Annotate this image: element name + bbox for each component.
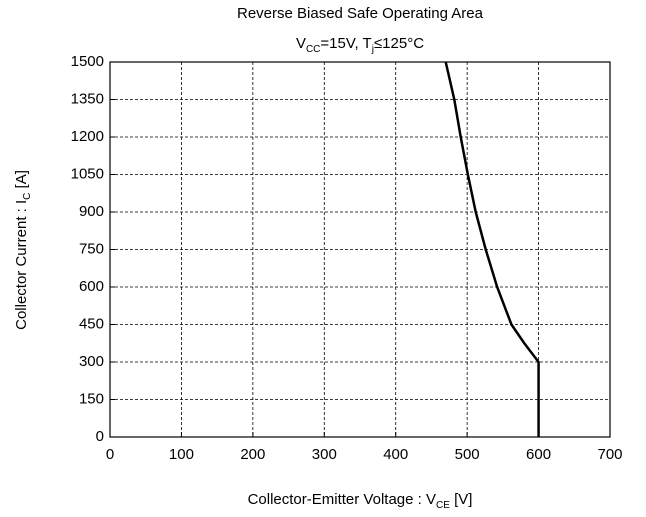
y-tick-label: 1350	[71, 90, 104, 107]
x-tick-label: 200	[240, 446, 265, 463]
x-tick-label: 400	[383, 446, 408, 463]
subtitle-sub: CC	[306, 44, 320, 55]
subtitle-sub: j	[371, 44, 374, 55]
subtitle-part: ≤125°C	[374, 35, 424, 52]
y-tick-label: 1500	[71, 53, 104, 70]
y-tick-label: 1200	[71, 128, 104, 145]
y-label-part: [A]	[13, 170, 30, 193]
y-tick-label: 0	[96, 428, 104, 445]
y-label-sub: C	[22, 193, 33, 200]
x-label-part: [V]	[450, 491, 473, 508]
x-tick-label: 0	[106, 446, 114, 463]
chart-title: Reverse Biased Safe Operating Area	[237, 5, 484, 22]
y-tick-label: 300	[79, 353, 104, 370]
y-tick-label: 750	[79, 240, 104, 257]
curve	[444, 61, 540, 437]
y-label-part: Collector Current : I	[13, 200, 30, 330]
y-axis-label: Collector Current : IC [A]	[13, 170, 33, 330]
x-label-sub: CE	[436, 500, 450, 511]
y-tick-label: 600	[79, 278, 104, 295]
x-tick-label: 500	[455, 446, 480, 463]
y-tick-label: 150	[79, 390, 104, 407]
subtitle-part: =15V, T	[320, 35, 371, 52]
subtitle-part: V	[296, 35, 306, 52]
chart-subtitle: VCC=15V, Tj≤125°C	[296, 35, 424, 55]
x-tick-label: 700	[597, 446, 622, 463]
x-tick-label: 100	[169, 446, 194, 463]
x-label-part: Collector-Emitter Voltage : V	[248, 491, 436, 508]
plot-frame	[109, 61, 611, 438]
x-tick-label: 600	[526, 446, 551, 463]
x-axis-label: Collector-Emitter Voltage : VCE [V]	[248, 491, 473, 511]
y-tick-label: 450	[79, 315, 104, 332]
x-tick-label: 300	[312, 446, 337, 463]
y-tick-label: 900	[79, 203, 104, 220]
y-tick-label: 1050	[71, 165, 104, 182]
